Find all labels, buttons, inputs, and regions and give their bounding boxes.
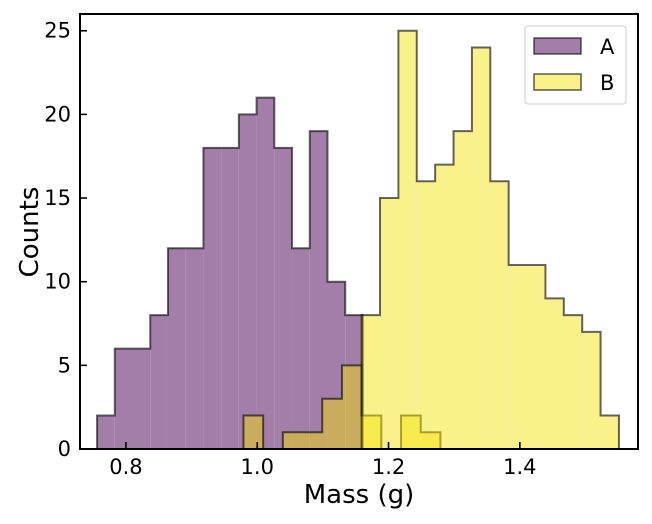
y-tick-label: 0 (58, 437, 71, 461)
bar-b-6 (471, 47, 491, 449)
bar-b-5 (341, 365, 362, 449)
bar-b-13 (600, 415, 619, 449)
plot-frame (79, 13, 639, 450)
legend-swatch-a (533, 37, 582, 55)
legend: AB (524, 25, 627, 105)
bar-b-4 (435, 164, 454, 450)
bar-a-0 (97, 415, 115, 449)
bar-b-6 (361, 415, 382, 449)
bar-b-9 (420, 432, 441, 449)
bar-a-7 (221, 147, 239, 449)
series-a-0 (96, 96, 364, 450)
y-axis-label: Counts (15, 187, 45, 278)
legend-label-b: B (600, 71, 614, 95)
bar-b-1 (380, 198, 399, 449)
bar-a-1 (114, 348, 133, 449)
series-b-2 (360, 29, 620, 450)
axes: 0.8 1.0 1.2 1.4 0 5 10 15 20 25 (44, 13, 639, 479)
bar-a-13 (327, 281, 346, 449)
x-axis-label: Mass (g) (304, 480, 415, 510)
x-tick-label: 0.8 (109, 455, 142, 479)
bar-a-9 (256, 97, 275, 450)
bar-b-3 (302, 432, 323, 449)
x-tick-label: 1.2 (372, 455, 405, 479)
histogram-bars (96, 29, 620, 450)
bar-a-14 (345, 315, 363, 449)
bar-a-3 (150, 315, 168, 449)
legend-label-a: A (600, 35, 615, 59)
y-tick-label: 10 (44, 270, 71, 294)
bar-b-3 (416, 181, 436, 450)
series-b-1 (242, 364, 442, 450)
bar-b-11 (563, 315, 583, 449)
outline-a-0 (96, 96, 364, 449)
bar-a-11 (292, 248, 310, 449)
bar-b-8 (401, 415, 421, 449)
y-tick-label: 25 (44, 19, 71, 43)
y-tick-label: 5 (58, 353, 71, 377)
legend-swatch-b (533, 73, 582, 91)
bar-b-5 (453, 131, 472, 449)
bar-a-12 (309, 131, 328, 449)
bar-b-8 (508, 264, 528, 449)
bar-a-5 (185, 248, 204, 449)
bar-b-2 (282, 432, 303, 449)
bar-b-12 (582, 331, 601, 449)
bar-b-9 (527, 264, 546, 449)
bar-b-7 (490, 181, 509, 450)
outline-b-2 (360, 29, 620, 449)
x-tick-label: 1.0 (241, 455, 274, 479)
bar-b-0 (361, 315, 381, 449)
bar-a-6 (203, 147, 222, 449)
bar-a-2 (132, 348, 151, 449)
bar-a-10 (274, 147, 293, 449)
y-tick-label: 15 (44, 186, 71, 210)
bar-b-10 (545, 298, 564, 449)
bar-b-0 (243, 415, 264, 449)
bar-a-8 (238, 114, 257, 449)
x-tick-label: 1.4 (503, 455, 536, 479)
y-tick-label: 20 (44, 102, 71, 126)
bar-a-4 (167, 248, 186, 449)
bar-b-2 (398, 30, 417, 449)
bar-b-4 (322, 398, 342, 449)
